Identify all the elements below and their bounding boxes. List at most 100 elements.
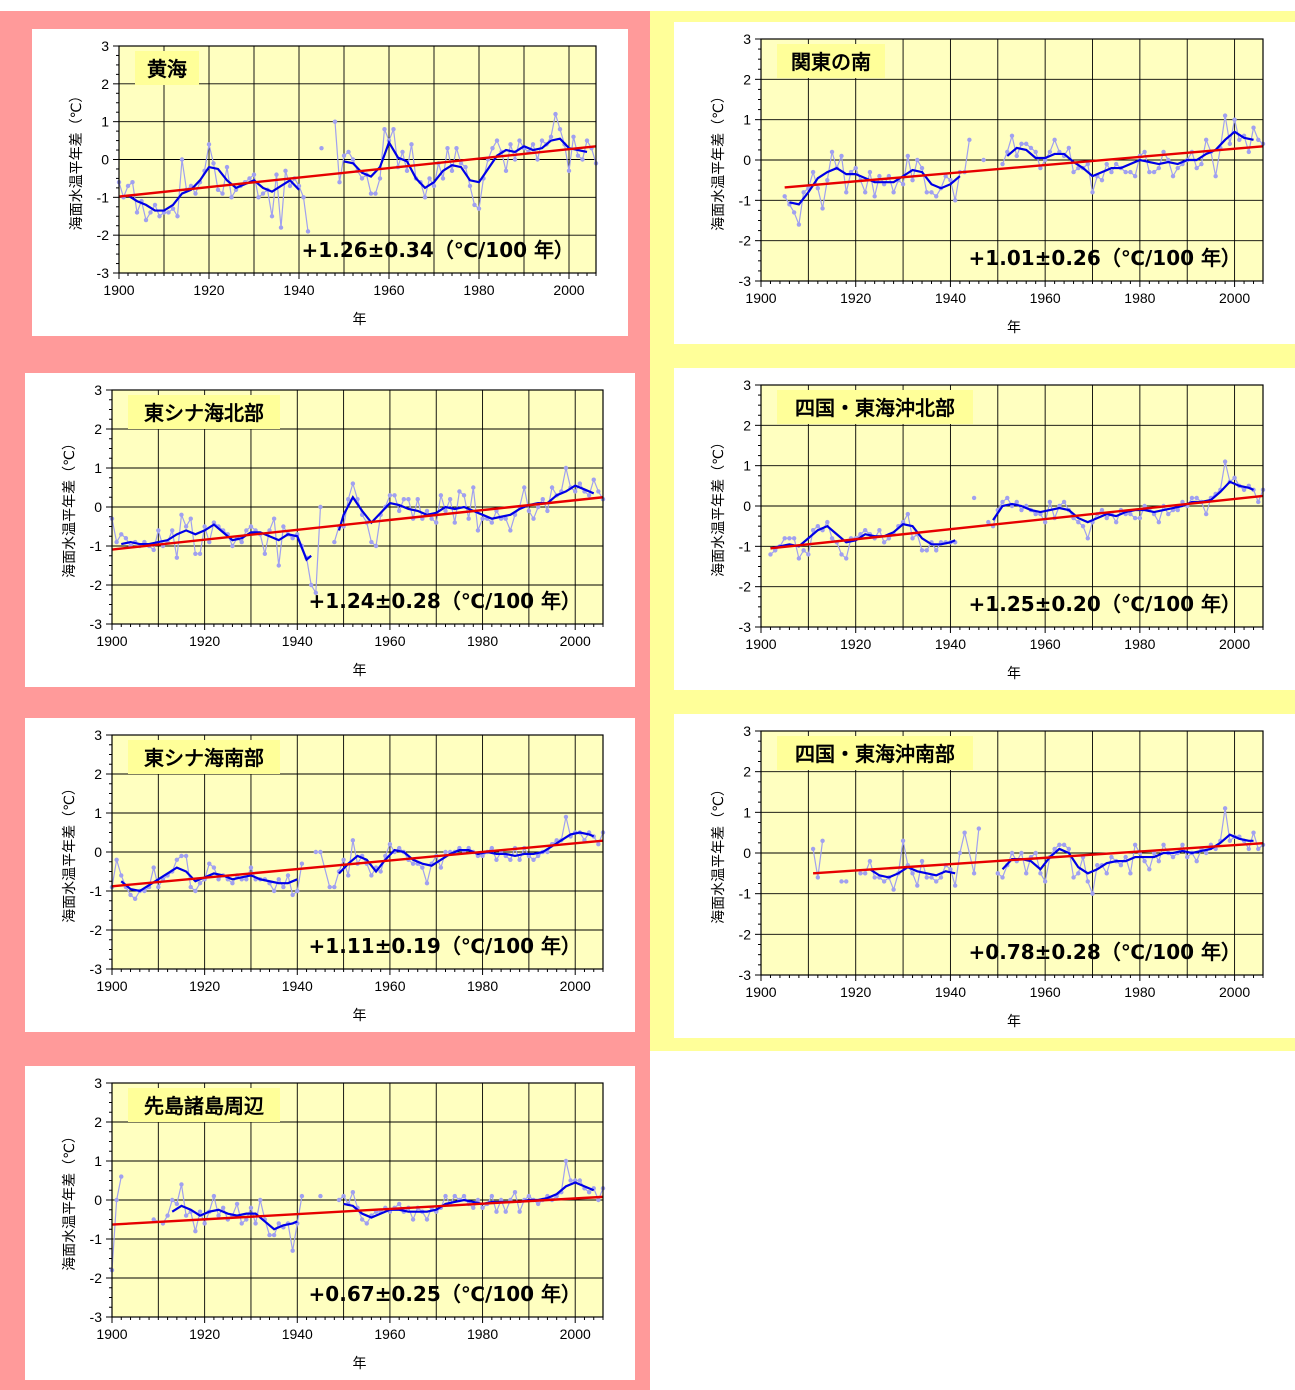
x-tick-label: 2000 — [560, 978, 591, 994]
raw-data-point — [1161, 842, 1166, 848]
x-tick-label: 1980 — [467, 633, 498, 649]
raw-data-point — [1090, 891, 1095, 896]
raw-data-point — [1005, 149, 1010, 155]
raw-data-point — [577, 1178, 583, 1183]
raw-data-point — [1038, 165, 1043, 171]
x-tick-label: 1920 — [840, 290, 871, 306]
raw-data-point — [125, 183, 131, 189]
raw-data-point — [157, 214, 162, 219]
x-axis-label: 年 — [1007, 1014, 1021, 1030]
raw-data-point — [1014, 153, 1019, 159]
raw-data-point — [586, 493, 592, 498]
raw-data-point — [891, 887, 896, 892]
chart-panel-yellow-sea: 3 2 1 0 -1 -2 -3 1900 1920 1940 1960 1980 2000 年 海面水温平… — [32, 29, 628, 336]
raw-data-point — [170, 528, 175, 533]
x-axis-label: 年 — [1007, 320, 1021, 336]
raw-data-point — [1061, 842, 1067, 848]
raw-data-point — [301, 195, 306, 200]
raw-data-point — [461, 1193, 467, 1199]
plot-frame — [118, 45, 597, 274]
raw-data-point — [929, 190, 934, 195]
raw-data-point — [434, 520, 439, 525]
raw-data-point — [1128, 871, 1133, 876]
raw-data-point — [151, 865, 156, 870]
raw-data-point — [862, 190, 868, 195]
x-tick-label: 1920 — [189, 978, 220, 994]
raw-data-point — [392, 493, 397, 498]
smoothed-series-line — [121, 523, 312, 562]
raw-data-point — [193, 1229, 198, 1234]
x-tick-label: 1940 — [283, 282, 314, 298]
raw-data-point — [1156, 165, 1162, 171]
raw-data-point — [359, 176, 365, 181]
raw-data-point — [839, 552, 844, 557]
x-tick-label: 2000 — [560, 633, 591, 649]
raw-data-point — [915, 157, 920, 163]
raw-data-point — [278, 225, 284, 230]
y-tick-label: -2 — [90, 922, 103, 938]
raw-data-point — [934, 548, 939, 553]
y-tick-label: -2 — [90, 577, 103, 593]
raw-data-point — [1024, 871, 1029, 876]
raw-data-point — [276, 563, 281, 568]
raw-data-point — [948, 867, 953, 872]
y-tick-label: 0 — [101, 152, 109, 168]
y-axis-label: 海面水温平年差（℃） — [711, 782, 727, 924]
raw-data-point — [215, 187, 221, 192]
region-title-badge: 先島諸島周辺 — [128, 1088, 280, 1122]
raw-data-point — [1128, 511, 1133, 517]
raw-data-point — [489, 1193, 495, 1199]
raw-data-point — [332, 539, 337, 545]
raw-data-point — [132, 896, 138, 901]
raw-data-point — [319, 145, 324, 151]
region-title-badge: 東シナ海南部 — [128, 740, 280, 774]
raw-series-line — [770, 512, 956, 561]
y-tick-label: 2 — [743, 764, 751, 780]
raw-data-point — [1137, 515, 1143, 521]
raw-data-point — [1194, 165, 1199, 171]
raw-data-point — [1113, 519, 1119, 525]
raw-data-point — [1052, 137, 1057, 143]
raw-data-point — [1142, 149, 1147, 155]
raw-data-point — [233, 187, 239, 192]
raw-data-point — [952, 883, 958, 888]
y-tick-label: 1 — [743, 804, 751, 820]
y-tick-label: 2 — [101, 76, 109, 92]
raw-data-point — [429, 516, 434, 521]
raw-data-point — [452, 520, 457, 525]
raw-data-point — [179, 1182, 184, 1187]
raw-data-point — [276, 1221, 281, 1226]
raw-data-point — [1047, 499, 1053, 505]
raw-data-point — [220, 191, 225, 196]
raw-data-point — [539, 138, 545, 143]
raw-data-point — [151, 1217, 156, 1222]
raw-data-point — [1246, 149, 1251, 155]
raw-data-point — [782, 536, 787, 541]
raw-data-point — [773, 548, 778, 553]
y-tick-label: -3 — [739, 967, 752, 983]
raw-data-point — [1203, 137, 1209, 143]
raw-data-point — [1005, 495, 1010, 501]
smoothed-series-line — [789, 166, 961, 206]
raw-data-point — [517, 857, 522, 862]
x-axis-label: 年 — [353, 1008, 367, 1024]
raw-data-point — [410, 1217, 416, 1222]
raw-data-point — [383, 853, 388, 859]
raw-data-point — [820, 206, 825, 211]
x-tick-label: 1940 — [935, 636, 966, 652]
raw-data-point — [409, 142, 414, 147]
raw-data-point — [346, 497, 351, 502]
y-tick-label: 3 — [101, 38, 109, 54]
y-tick-label: 1 — [94, 805, 102, 821]
trend-line — [111, 839, 604, 888]
raw-data-point — [910, 871, 915, 876]
raw-data-point — [512, 1190, 518, 1195]
raw-data-point — [271, 516, 277, 521]
raw-data-point — [494, 857, 499, 862]
raw-data-point — [1123, 169, 1128, 175]
x-tick-label: 1900 — [96, 633, 127, 649]
raw-data-point — [810, 528, 816, 533]
raw-data-point — [234, 1201, 240, 1207]
y-tick-label: -2 — [739, 926, 752, 942]
